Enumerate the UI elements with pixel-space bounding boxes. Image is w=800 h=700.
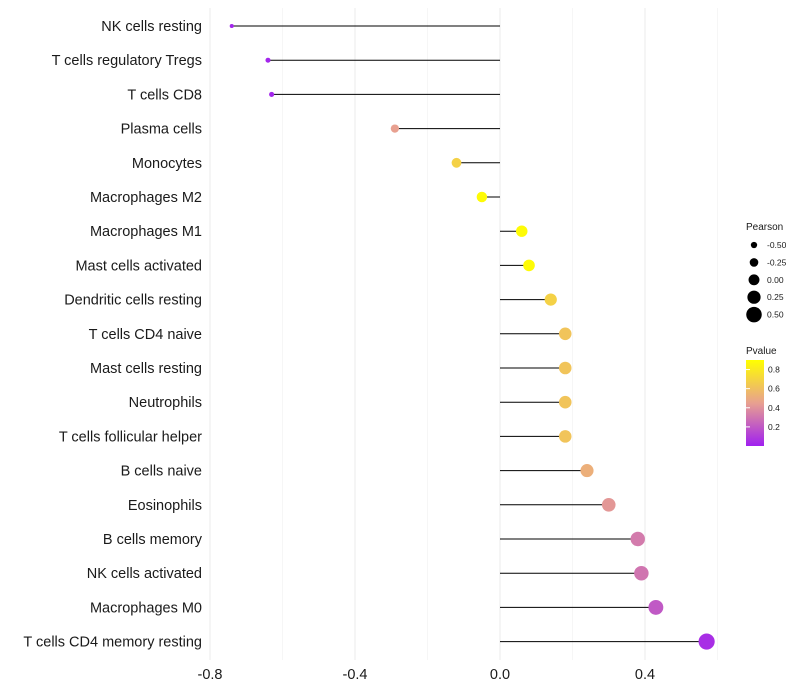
size-legend-title: Pearson xyxy=(746,222,783,233)
colorbar-tick-label: 0.6 xyxy=(768,384,780,394)
category-label: T cells CD4 naive xyxy=(89,327,202,343)
category-label: Dendritic cells resting xyxy=(64,293,202,309)
size-legend-key xyxy=(746,306,762,323)
data-point xyxy=(451,157,462,168)
data-point xyxy=(265,57,271,63)
legend: Pearson -0.50 -0.25 0.00 0.25 0.50 Pvalue 0.… xyxy=(746,222,787,446)
data-point xyxy=(630,531,645,547)
category-label: Monocytes xyxy=(132,156,202,172)
point-layer xyxy=(229,23,715,650)
colorbar-tick-label: 0.8 xyxy=(768,365,780,375)
category-label: Macrophages M0 xyxy=(90,600,202,616)
x-axis-ticks: -0.8 -0.4 0.0 0.4 xyxy=(198,667,656,683)
category-labels: NK cells resting T cells regulatory Tregs… xyxy=(23,19,202,651)
data-point xyxy=(544,293,557,306)
data-point xyxy=(390,124,399,133)
color-legend-title: Pvalue xyxy=(746,346,777,357)
size-legend-label: 0.00 xyxy=(767,275,784,285)
size-legend-label: 0.50 xyxy=(767,310,784,320)
size-legend-key xyxy=(747,290,761,304)
category-label: T cells regulatory Tregs xyxy=(52,53,202,69)
colorbar-tick-label: 0.2 xyxy=(768,422,780,432)
category-label: NK cells activated xyxy=(87,566,202,582)
data-point xyxy=(580,464,594,478)
data-point xyxy=(229,23,234,29)
data-point xyxy=(558,395,572,409)
size-legend-label: -0.50 xyxy=(767,240,787,250)
data-point xyxy=(516,225,528,237)
data-point xyxy=(558,361,572,375)
x-tick-label: -0.4 xyxy=(343,667,368,683)
x-tick-label: 0.0 xyxy=(490,667,510,683)
data-point xyxy=(601,497,616,512)
category-label: Plasma cells xyxy=(121,122,202,138)
category-label: Neutrophils xyxy=(129,395,202,411)
size-legend-key xyxy=(748,274,760,286)
size-legend-label: -0.25 xyxy=(767,257,787,267)
grid-layer xyxy=(209,8,718,660)
color-legend-ticks: 0.8 0.6 0.4 0.2 xyxy=(746,365,780,432)
category-label: NK cells resting xyxy=(101,19,202,35)
category-label: B cells memory xyxy=(103,532,203,548)
category-label: Mast cells activated xyxy=(75,258,202,274)
stem-layer xyxy=(231,25,707,643)
data-point xyxy=(523,259,535,272)
category-label: Macrophages M1 xyxy=(90,224,202,240)
category-label: T cells CD4 memory resting xyxy=(23,635,202,651)
data-point xyxy=(558,430,572,443)
data-point xyxy=(634,565,649,581)
size-legend-items: -0.50 -0.25 0.00 0.25 0.50 xyxy=(746,240,787,323)
category-label: Eosinophils xyxy=(128,498,202,514)
category-label: T cells CD8 xyxy=(127,87,202,103)
category-label: T cells follicular helper xyxy=(59,429,202,445)
colorbar-tick-label: 0.4 xyxy=(768,403,780,413)
data-point xyxy=(648,599,664,615)
x-tick-label: -0.8 xyxy=(198,667,223,683)
data-point xyxy=(269,91,275,97)
size-legend-key xyxy=(749,258,759,267)
pvalue-colorbar xyxy=(746,360,764,446)
size-legend-key xyxy=(750,241,758,249)
data-point xyxy=(476,191,488,203)
category-label: B cells naive xyxy=(121,464,202,480)
category-label: Macrophages M2 xyxy=(90,190,202,206)
category-label: Mast cells resting xyxy=(90,361,202,377)
x-tick-label: 0.4 xyxy=(635,667,655,683)
data-point xyxy=(558,327,572,341)
size-legend-label: 0.25 xyxy=(767,292,784,302)
data-point xyxy=(698,633,715,650)
